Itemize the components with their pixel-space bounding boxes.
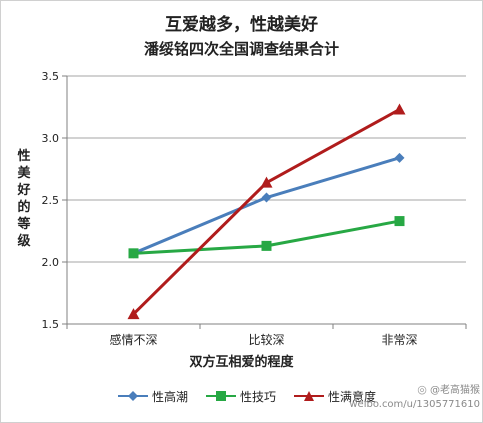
chart-title: 互爱越多，性越美好	[165, 15, 318, 35]
legend-item-technique: 性技巧	[206, 388, 276, 405]
legend-label-orgasm: 性高潮	[152, 389, 189, 404]
data-point-1-2	[394, 216, 405, 227]
legend-item-orgasm: 性高潮	[118, 388, 188, 405]
y-tick-label: 3.5	[42, 70, 60, 83]
legend-label-satisfaction: 性满意度	[328, 389, 377, 404]
y-axis-label: 性美好的等级	[17, 149, 31, 249]
y-tick-label: 2.0	[42, 256, 60, 269]
y-tick-label: 3.0	[42, 132, 60, 145]
data-point-1-1	[261, 240, 272, 251]
x-tick-label: 感情不深	[109, 332, 157, 347]
watermark: ◎ @老高猫猴 weibo.com/u/1305771610	[330, 383, 480, 412]
data-point-0-2	[394, 152, 405, 163]
legend-swatch-technique	[206, 391, 237, 401]
legend-item-satisfaction: 性满意度	[294, 388, 376, 405]
y-tick-label: 2.5	[42, 194, 60, 207]
data-point-1-0	[128, 248, 139, 259]
legend-label-technique: 性技巧	[240, 389, 277, 404]
y-tick-label: 1.5	[42, 318, 60, 331]
legend: 性高潮 性技巧 性满意度	[118, 386, 394, 406]
chart-subtitle: 潘绥铭四次全国调查结果合计	[143, 40, 339, 58]
data-point-2-2	[393, 103, 406, 115]
weibo-icon: ◎	[417, 383, 427, 396]
data-point-0-1	[261, 192, 272, 203]
x-tick-label: 比较深	[248, 332, 284, 347]
legend-swatch-satisfaction	[294, 391, 325, 401]
series-line-0	[132, 156, 400, 255]
watermark-url: weibo.com/u/1305771610	[349, 399, 480, 410]
series-line-2	[132, 108, 401, 316]
x-tick-label: 非常深	[381, 333, 417, 347]
watermark-handle: @老高猫猴	[430, 385, 480, 396]
data-point-2-0	[127, 308, 140, 320]
legend-swatch-orgasm	[118, 391, 148, 401]
x-axis-label: 双方互相爱的程度	[189, 355, 294, 370]
data-point-2-1	[260, 176, 273, 188]
